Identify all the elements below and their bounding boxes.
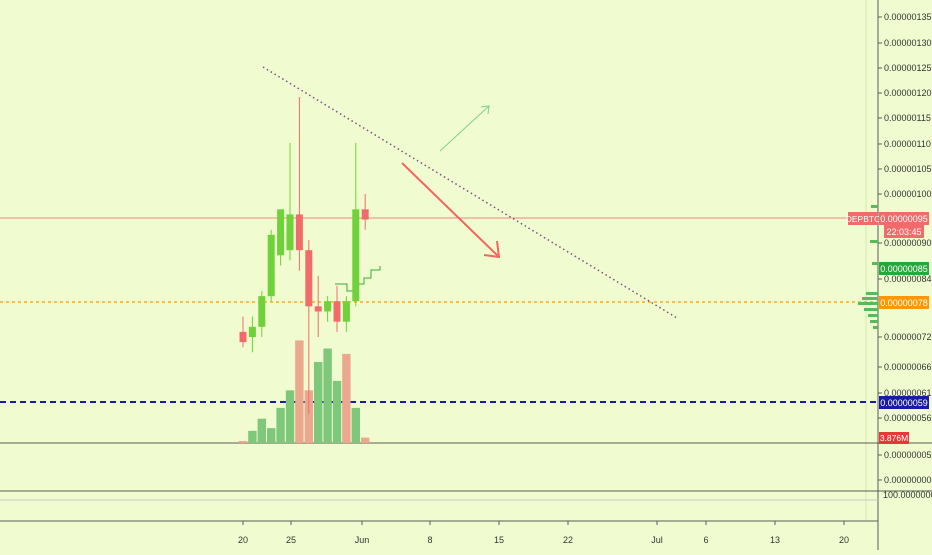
price-tick-label: 0.00000005 xyxy=(884,450,932,460)
volume-bar xyxy=(342,353,351,443)
price-tick-label: 0.00000125 xyxy=(884,63,932,73)
candle-down[interactable] xyxy=(361,194,369,230)
price-tick-label: 0.00000105 xyxy=(884,164,932,174)
candle-body xyxy=(277,209,285,256)
price-tick-label: 0.00000056 xyxy=(884,413,932,423)
price-tick-label: 0.00000061 xyxy=(884,388,932,398)
price-tick-label: 0.00000072 xyxy=(884,332,932,342)
candle-body xyxy=(342,301,350,322)
price-tick-label: 0.00000084 xyxy=(884,274,932,284)
volume-bar xyxy=(257,418,266,443)
time-tick-label: 8 xyxy=(427,535,432,545)
volume-bar xyxy=(304,390,313,443)
volume-bar xyxy=(351,407,360,443)
countdown-badge: 22:03:45 xyxy=(884,225,924,238)
candle-body xyxy=(286,214,294,251)
volume-bar xyxy=(285,390,295,443)
candle-body xyxy=(324,301,332,312)
green-level-label: 0.00000085 xyxy=(880,264,928,274)
bottom-pane-value: 100.00000000 xyxy=(883,490,932,500)
time-tick-label: 6 xyxy=(703,535,708,545)
volume-bars xyxy=(238,340,370,443)
price-tick-label: 0.00000135 xyxy=(884,12,932,22)
volume-bar xyxy=(276,407,285,443)
candle-down[interactable] xyxy=(305,239,313,414)
time-tick-label: 13 xyxy=(770,535,780,545)
price-tick-label: 0.00000090 xyxy=(884,238,932,248)
candle-body xyxy=(248,326,256,337)
candle-body xyxy=(267,234,275,297)
time-tick-label: 15 xyxy=(494,535,504,545)
orange-level-label: 0.00000078 xyxy=(880,298,928,308)
time-tick-label: 20 xyxy=(238,535,248,545)
candle-body xyxy=(239,331,247,343)
time-tick-label: 25 xyxy=(286,535,296,545)
volume-bar xyxy=(361,437,370,443)
symbol-badge: DEPBTC xyxy=(846,212,880,225)
candle-up[interactable] xyxy=(324,296,332,322)
green-level-badge: 0.00000085 xyxy=(879,262,929,275)
candle-up[interactable] xyxy=(248,316,256,353)
step-line xyxy=(335,266,381,292)
candle-up[interactable] xyxy=(352,142,360,307)
volume-bar xyxy=(238,440,248,443)
price-tick-label: 0.00000066 xyxy=(884,362,932,372)
green-arrow[interactable] xyxy=(439,105,490,152)
price-tick-label: 0.00000115 xyxy=(884,113,931,123)
time-tick-label: 22 xyxy=(563,535,573,545)
candle-up[interactable] xyxy=(267,229,275,302)
candle-up[interactable] xyxy=(277,209,285,266)
blue-level-label: 0.00000059 xyxy=(880,398,928,408)
last-price-badge: 0.00000095 xyxy=(879,212,929,225)
candles xyxy=(239,96,369,414)
price-tick-label: 0.00000130 xyxy=(884,38,932,48)
candle-body xyxy=(305,250,313,307)
candle-body xyxy=(333,301,341,322)
price-tick-label: 0.00000110 xyxy=(884,139,931,149)
candle-body xyxy=(361,209,369,220)
time-tick-label: 20 xyxy=(839,535,849,545)
candle-up[interactable] xyxy=(286,142,294,261)
price-tick-label: 0.00000100 xyxy=(884,189,932,199)
plot-background xyxy=(0,0,878,520)
candle-body xyxy=(295,214,303,251)
volume-bar xyxy=(332,380,342,443)
last-price-label: 0.00000095 xyxy=(880,214,928,224)
price-axis-ticks: 0.00000135 0.00000130 0.00000125 0.00000120… xyxy=(878,12,932,485)
volume-bar xyxy=(267,428,276,443)
volume-bar xyxy=(248,430,257,443)
candle-down[interactable] xyxy=(333,285,341,332)
candle-body xyxy=(258,296,266,327)
candle-down[interactable] xyxy=(295,96,303,271)
candle-body xyxy=(352,209,360,302)
countdown-label: 22:03:45 xyxy=(886,227,921,237)
volume-badge: 3.876M xyxy=(879,432,909,444)
price-tick-label: 0.00000000 xyxy=(884,475,932,485)
volume-bar xyxy=(295,340,304,443)
blue-level-badge: 0.00000059 xyxy=(879,396,929,409)
time-tick-label: Jul xyxy=(651,535,663,545)
red-arrow[interactable] xyxy=(401,162,501,259)
time-axis-ticks: 20 25 Jun 8 15 22 Jul 6 13 20 xyxy=(238,521,849,545)
volume-bar xyxy=(314,362,323,443)
price-tick-label: 0.00000120 xyxy=(884,88,932,98)
orange-level-badge: 0.00000078 xyxy=(879,296,929,309)
candle-body xyxy=(314,306,322,312)
time-tick-label: Jun xyxy=(355,535,370,545)
candle-down[interactable] xyxy=(239,316,247,348)
candle-up[interactable] xyxy=(342,296,350,332)
candle-up[interactable] xyxy=(258,291,266,337)
candle-down[interactable] xyxy=(314,275,322,337)
symbol-label: DEPBTC xyxy=(846,214,880,224)
volume-value-label: 3.876M xyxy=(880,433,908,443)
volume-bar xyxy=(323,348,332,443)
